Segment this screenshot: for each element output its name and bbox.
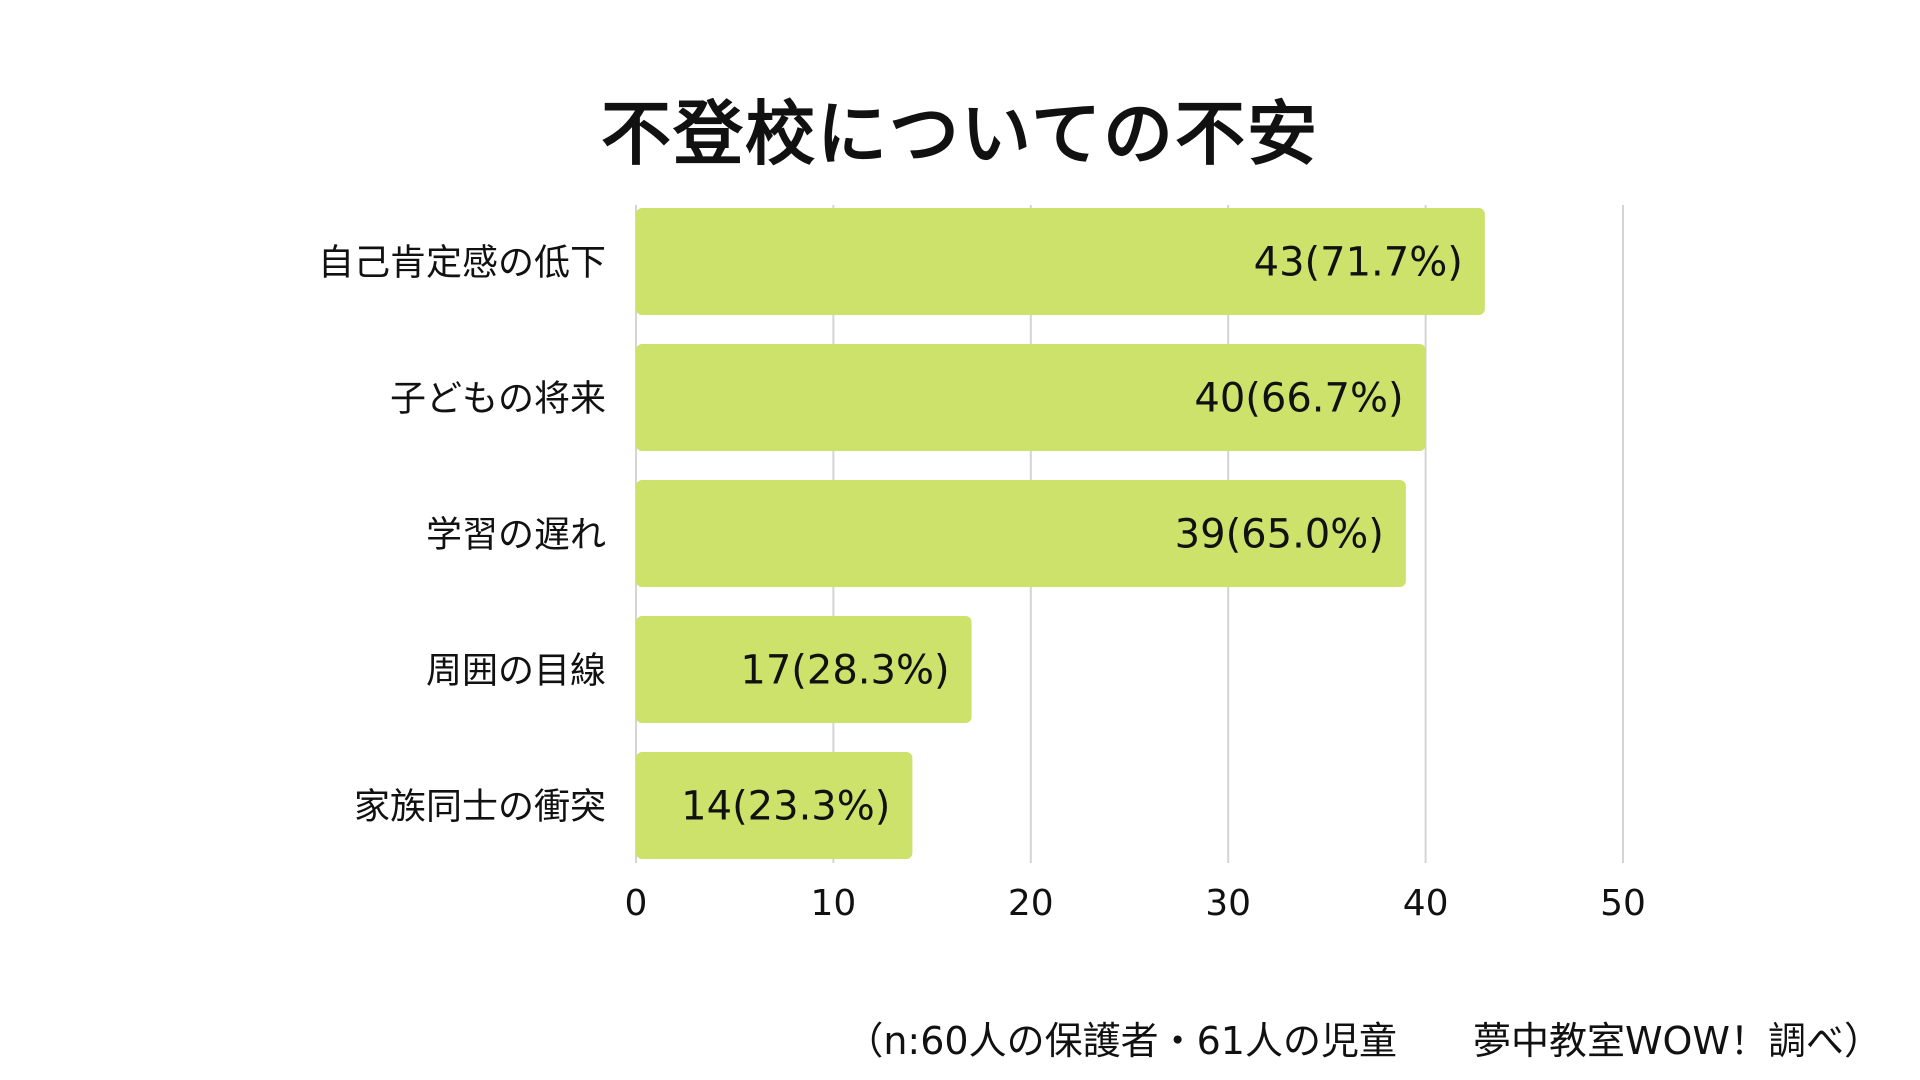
- x-tick-label: 30: [1205, 883, 1251, 924]
- bar: [636, 344, 1426, 451]
- bar-value-label: 39(65.0%): [1175, 512, 1384, 558]
- chart-title: 不登校についての不安: [601, 93, 1319, 175]
- x-tick-label: 10: [810, 883, 856, 924]
- bar: [636, 752, 913, 859]
- bar-value-label: 43(71.7%): [1254, 240, 1463, 286]
- bar-value-label: 40(66.7%): [1194, 376, 1403, 422]
- x-tick-label: 20: [1008, 883, 1054, 924]
- bar-chart: 43(71.7%) 40(66.7%) 39(65.0%) 17(28.3%) 14(2…: [318, 205, 1646, 924]
- bar: [636, 616, 972, 723]
- x-tick-label: 50: [1600, 883, 1646, 924]
- category-label: 家族同士の衝突: [354, 787, 606, 828]
- bar: [636, 480, 1406, 587]
- bar-value-label: 14(23.3%): [681, 784, 890, 830]
- category-label: 周囲の目線: [426, 651, 606, 692]
- category-label: 子どもの将来: [390, 379, 606, 420]
- bar: [636, 208, 1485, 315]
- bar-value-label: 17(28.3%): [740, 648, 949, 694]
- x-tick-label: 0: [625, 883, 648, 924]
- bars: 43(71.7%) 40(66.7%) 39(65.0%) 17(28.3%) 14(2…: [636, 208, 1485, 859]
- x-axis-ticks: 0 10 20 30 40 50: [625, 883, 1646, 924]
- category-label: 自己肯定感の低下: [318, 243, 606, 284]
- footnote: （n:60人の保護者・61人の児童 夢中教室WOW！調べ）: [845, 1019, 1882, 1063]
- category-label: 学習の遅れ: [426, 515, 606, 556]
- x-tick-label: 40: [1403, 883, 1449, 924]
